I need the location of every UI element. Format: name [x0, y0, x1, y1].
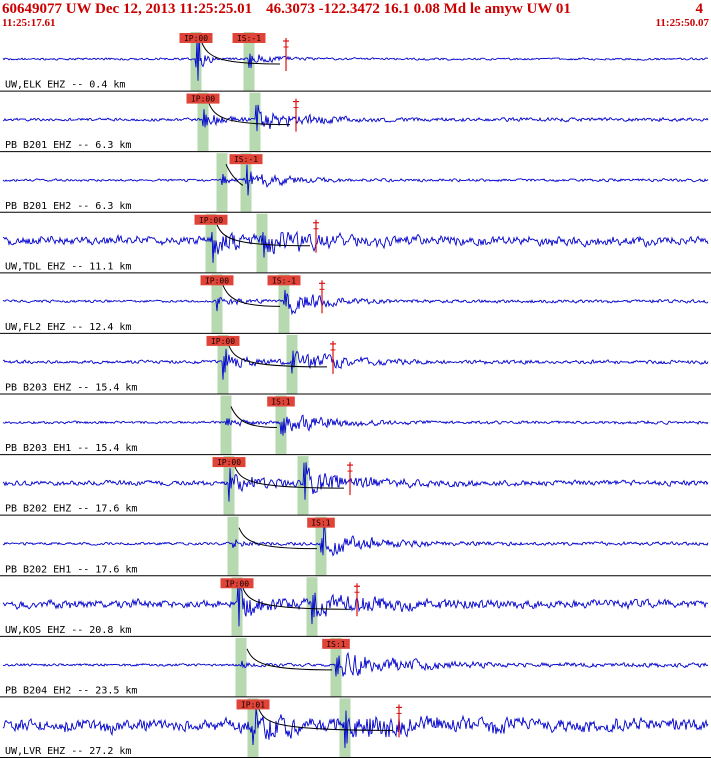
phase-pick-flag[interactable]: [220, 578, 254, 589]
seismogram-waveform: [2, 289, 709, 316]
phase-pick-flag[interactable]: [200, 275, 234, 286]
trace-channel[interactable]: IP:01 UW,LVR EHZ -- 27.2 km: [0, 698, 711, 758]
phase-pick-label: IP:00: [184, 34, 208, 43]
seismogram-waveform: [2, 708, 709, 749]
pick-window-band: [231, 577, 243, 636]
pick-window-band: [275, 395, 287, 455]
seismogram-waveform: [3, 651, 709, 677]
phase-pick-flag[interactable]: [229, 154, 263, 165]
seismogram-waveform: [2, 414, 709, 436]
channel-label: UW,ELK EHZ -- 0.4 km: [5, 80, 125, 91]
channel-label: PB B202 EHZ -- 17.6 km: [5, 504, 137, 515]
pick-window-band: [243, 32, 255, 91]
trace-channel[interactable]: IS:1 PB B202 EH1 -- 17.6 km: [0, 516, 711, 577]
event-summary: 60649077 UW Dec 12, 2013 11:25:25.01: [2, 1, 253, 17]
phase-pick-label: IS:1: [326, 640, 345, 649]
trace-channel[interactable]: IS:-1 PB B201 EH2 -- 6.3 km: [0, 153, 711, 213]
channel-label: PB B202 EH1 -- 17.6 km: [5, 564, 137, 575]
phase-pick-label: IP:00: [205, 276, 229, 285]
seismogram-waveform: [2, 348, 709, 380]
phase-association-curve: [242, 588, 352, 610]
channel-label: PB B203 EH1 -- 15.4 km: [5, 443, 137, 454]
pick-window-band: [217, 334, 229, 394]
phase-pick-flag[interactable]: [232, 33, 266, 43]
phase-pick-label: IP:01: [241, 700, 265, 709]
phase-pick-flag[interactable]: [206, 335, 240, 346]
phase-pick-flag[interactable]: [322, 638, 350, 649]
phase-pick-flag[interactable]: [179, 33, 213, 43]
channel-label: UW,LVR EHZ -- 27.2 km: [5, 746, 131, 757]
channel-label: PB B203 EHZ -- 15.4 km: [5, 383, 137, 394]
seismogram-waveform: [2, 104, 709, 132]
phase-pick-label: IS:-1: [272, 276, 296, 285]
phase-association-curve: [228, 345, 328, 368]
window-end-time: 11:25:50.07: [655, 17, 709, 29]
pick-window-band: [205, 213, 217, 273]
phase-association-curve: [230, 406, 278, 428]
event-hypocenter: 46.3073 -122.3472 16.1 0.08 Md le amyw U…: [266, 1, 571, 17]
window-start-time: 11:25:17.61: [2, 17, 56, 29]
pick-window-band: [235, 637, 247, 697]
seismogram-waveform: [2, 521, 709, 557]
pick-window-band: [223, 456, 235, 515]
channel-label: UW,KOS EHZ -- 20.8 km: [5, 625, 131, 636]
phase-pick-flag[interactable]: [307, 517, 335, 528]
phase-association-curve: [201, 42, 281, 65]
trace-channel[interactable]: IS:1 PB B204 EH2 -- 23.5 km: [0, 637, 711, 698]
pick-window-band: [306, 577, 318, 636]
channel-label: UW,TDL EHZ -- 11.1 km: [5, 261, 131, 272]
phase-association-curve: [216, 224, 311, 247]
phase-association-curve: [222, 285, 281, 307]
phase-pick-flag[interactable]: [194, 214, 228, 225]
seismogram-waveform: [2, 32, 709, 81]
phase-pick-label: IP:00: [199, 216, 223, 225]
pick-window-band: [315, 516, 327, 576]
channel-label: PB B201 EH2 -- 6.3 km: [5, 201, 131, 212]
channel-label: UW,FL2 EHZ -- 12.4 km: [5, 322, 131, 333]
phase-pick-flag[interactable]: [186, 93, 220, 104]
trace-channel[interactable]: IP:00 IS:-1 UW,FL2 EHZ -- 12.4 km: [0, 274, 711, 334]
phase-association-curve: [258, 709, 394, 731]
trace-channel[interactable]: IP:00 PB B202 EHZ -- 17.6 km: [0, 456, 711, 516]
phase-association-curve: [208, 103, 291, 126]
pick-window-band: [247, 698, 259, 757]
pick-window-band: [330, 637, 342, 697]
trace-display-area[interactable]: IP:00 IS:-1 UW,ELK EHZ -- 0.4 km IP:00 PB B2…: [0, 31, 711, 758]
channel-label: PB B201 EHZ -- 6.3 km: [5, 140, 131, 151]
pick-window-band: [339, 698, 351, 757]
trace-channel[interactable]: IP:00 IS:-1 UW,ELK EHZ -- 0.4 km: [0, 32, 711, 92]
phase-pick-flag[interactable]: [267, 396, 295, 407]
phase-pick-flag[interactable]: [267, 275, 301, 286]
phase-pick-label: IS:1: [311, 519, 330, 528]
trace-channel[interactable]: IP:00 PB B203 EHZ -- 15.4 km: [0, 334, 711, 395]
phase-association-curve: [246, 648, 333, 671]
phase-pick-label: IS:-1: [237, 34, 261, 43]
phase-pick-flag[interactable]: [236, 699, 270, 710]
phase-pick-label: IP:00: [191, 95, 215, 104]
phase-pick-label: IS:-1: [234, 155, 258, 164]
phase-pick-label: IP:00: [225, 579, 249, 588]
event-header: 60649077 UW Dec 12, 2013 11:25:25.01 46.…: [0, 0, 711, 17]
phase-association-curve: [225, 163, 244, 186]
pick-window-band: [211, 274, 223, 333]
event-flag-count: 4: [695, 1, 704, 17]
seismogram-waveform: [2, 578, 709, 627]
seismogram-waveform: [2, 462, 709, 502]
seismogram-waveform: [2, 164, 709, 196]
phase-pick-label: IP:00: [211, 337, 235, 346]
time-window-bar: 11:25:17.61 11:25:50.07: [0, 17, 711, 31]
trace-channel[interactable]: IP:00 PB B201 EHZ -- 6.3 km: [0, 92, 711, 153]
phase-pick-label: IS:1: [271, 398, 290, 407]
phase-pick-label: IP:00: [217, 458, 241, 467]
phase-association-curve: [238, 527, 318, 550]
trace-channel[interactable]: IP:00 UW,KOS EHZ -- 20.8 km: [0, 577, 711, 637]
trace-channel[interactable]: IP:00 UW,TDL EHZ -- 11.1 km: [0, 213, 711, 274]
phase-pick-flag[interactable]: [212, 457, 246, 468]
seismogram-waveform: [2, 230, 709, 263]
pick-window-band: [249, 92, 261, 152]
trace-channel[interactable]: IS:1 PB B203 EH1 -- 15.4 km: [0, 395, 711, 456]
phase-association-curve: [234, 466, 345, 489]
channel-label: PB B204 EH2 -- 23.5 km: [5, 685, 137, 696]
